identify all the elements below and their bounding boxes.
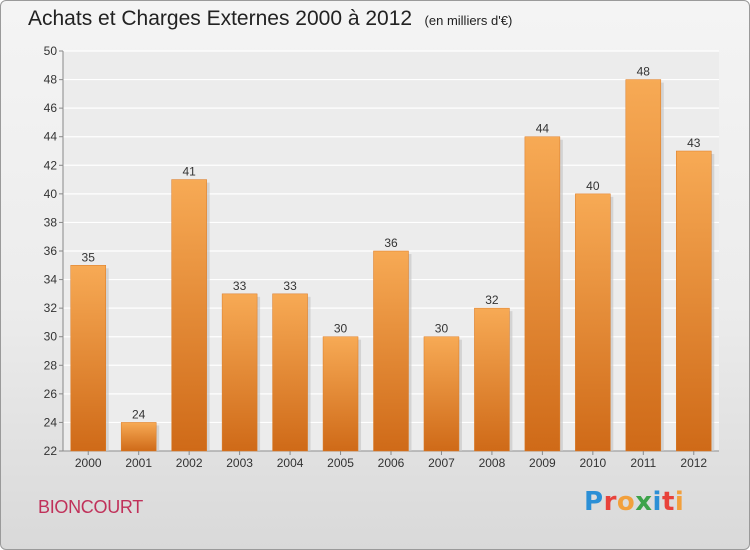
bar-value-label: 32	[485, 293, 499, 307]
y-tick-label: 36	[44, 244, 58, 258]
bar-value-label: 44	[536, 122, 550, 136]
bar	[120, 422, 157, 452]
bar	[322, 336, 359, 452]
x-tick-label: 2009	[529, 456, 556, 470]
bar	[171, 179, 207, 452]
proxiti-logo-letter: r	[603, 487, 617, 517]
proxiti-logo-letter: i	[674, 487, 685, 517]
bar	[575, 193, 611, 452]
bar-value-label: 48	[637, 65, 651, 79]
y-tick-label: 32	[44, 301, 58, 315]
proxiti-logo-letter: x	[635, 487, 653, 517]
bar	[524, 136, 561, 452]
y-tick-label: 44	[44, 130, 58, 144]
x-tick-label: 2008	[479, 456, 506, 470]
x-tick-label: 2000	[75, 456, 102, 470]
y-tick-label: 22	[44, 444, 58, 458]
proxiti-logo: Proxiti	[584, 487, 684, 517]
bar-value-label: 40	[586, 179, 600, 193]
proxiti-logo-letter: t	[661, 487, 675, 517]
y-tick-label: 46	[44, 101, 58, 115]
x-tick-label: 2004	[277, 456, 304, 470]
bar	[625, 79, 662, 452]
y-tick-label: 26	[44, 387, 58, 401]
x-tick-label: 2012	[680, 456, 707, 470]
proxiti-logo-letter: P	[584, 487, 604, 517]
x-tick-label: 2002	[176, 456, 203, 470]
bar-value-label: 43	[687, 136, 701, 150]
y-tick-label: 30	[44, 330, 58, 344]
chart-title-unit: (en milliers d'€)	[424, 13, 513, 28]
bar	[272, 293, 308, 452]
chart-title: Achats et Charges Externes 2000 à 2012 (…	[28, 7, 512, 31]
commune-name: BIONCOURT	[38, 497, 143, 517]
chart-title-main: Achats et Charges Externes 2000 à 2012	[28, 7, 413, 30]
y-tick-label: 28	[44, 358, 58, 372]
bar	[474, 307, 510, 452]
y-tick-label: 42	[44, 158, 58, 172]
x-tick-label: 2010	[579, 456, 606, 470]
bar-value-label: 30	[334, 322, 348, 336]
x-tick-label: 2006	[378, 456, 405, 470]
x-tick-label: 2005	[327, 456, 354, 470]
x-tick-label: 2011	[630, 456, 656, 470]
proxiti-logo-letter: i	[652, 487, 662, 517]
bar-value-label: 35	[82, 250, 96, 264]
x-tick-label: 2001	[125, 456, 152, 470]
y-tick-label: 48	[44, 73, 58, 87]
bar	[676, 150, 712, 452]
bar	[70, 265, 106, 452]
proxiti-logo-letter: o	[616, 487, 636, 517]
bar-value-label: 33	[233, 279, 247, 293]
bar	[423, 336, 460, 452]
bar-value-label: 24	[132, 407, 146, 421]
bar	[373, 250, 409, 452]
bar-value-label: 41	[182, 165, 196, 179]
bar-value-label: 30	[435, 322, 449, 336]
bar-value-label: 33	[283, 279, 297, 293]
y-tick-label: 24	[44, 415, 58, 429]
y-tick-label: 40	[44, 187, 58, 201]
y-tick-label: 38	[44, 215, 58, 229]
y-tick-label: 50	[44, 44, 58, 58]
bar	[221, 293, 258, 452]
y-tick-label: 34	[44, 273, 58, 287]
x-tick-label: 2003	[226, 456, 253, 470]
x-tick-label: 2007	[428, 456, 455, 470]
bar-value-label: 36	[384, 236, 398, 250]
